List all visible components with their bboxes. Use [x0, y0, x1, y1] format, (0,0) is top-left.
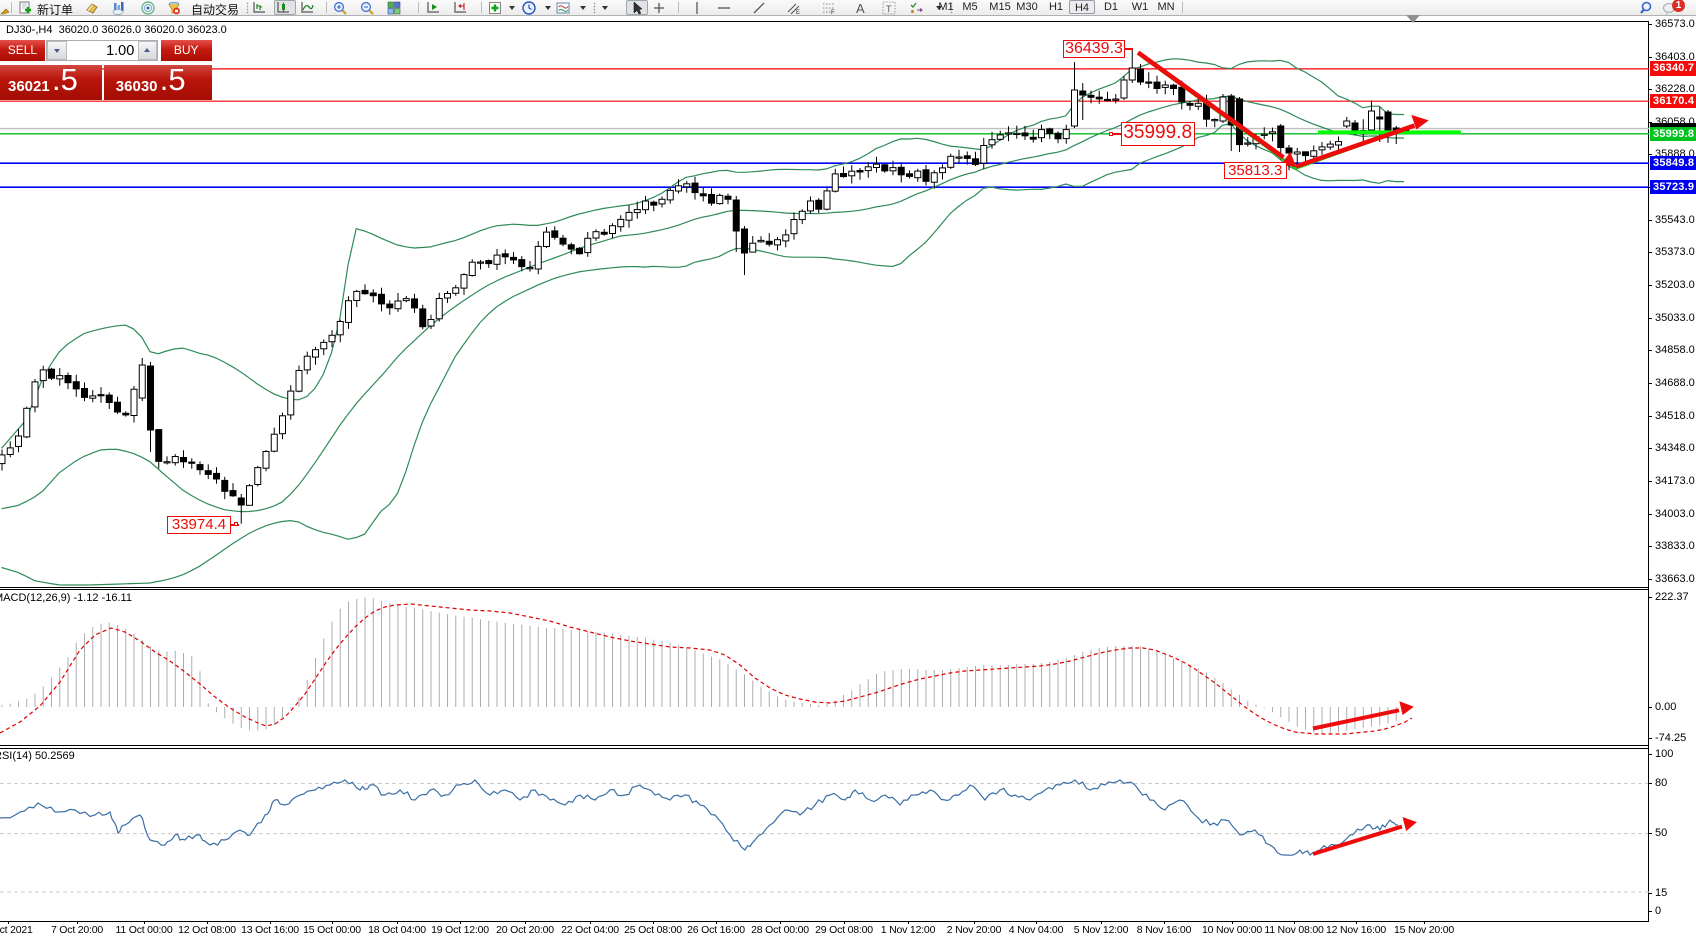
svg-text:T: T [886, 4, 892, 14]
svg-text:F: F [831, 10, 835, 15]
svg-text:E: E [796, 10, 800, 15]
